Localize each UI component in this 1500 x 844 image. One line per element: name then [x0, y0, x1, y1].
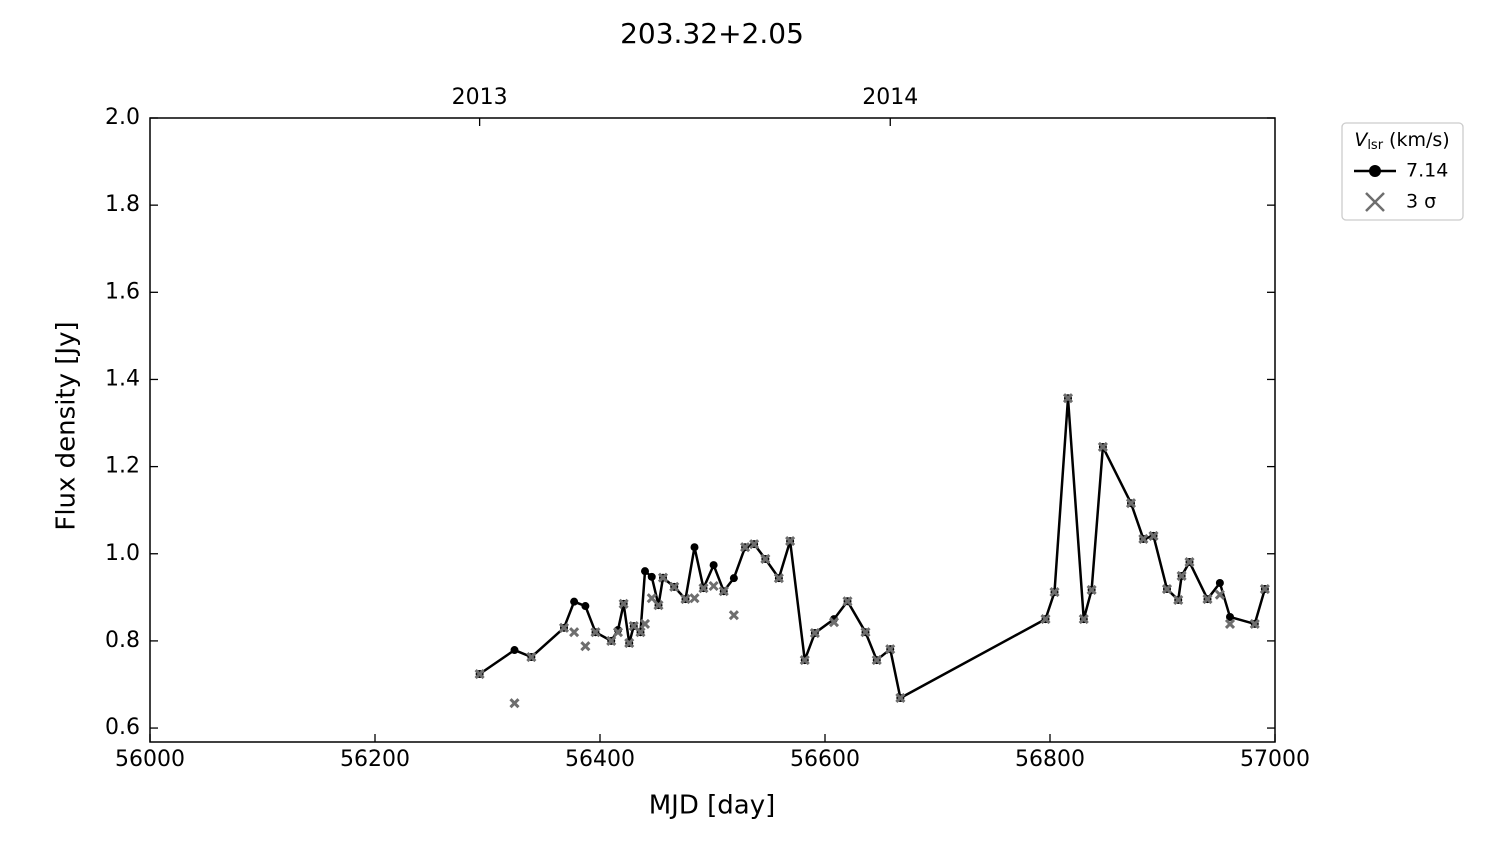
- y-tick-label: 2.0: [105, 105, 140, 130]
- sigma-marker: [773, 573, 784, 584]
- data-point: [1226, 612, 1234, 621]
- top-tick-label: 2014: [862, 85, 918, 110]
- sigma-marker: [1224, 618, 1236, 629]
- legend-marker: [1365, 192, 1385, 212]
- sigma-marker: [653, 600, 664, 611]
- data-point: [641, 567, 649, 576]
- data-point: [709, 561, 718, 570]
- x-tick-label: 56000: [115, 747, 185, 772]
- x-axis-label: MJD [day]: [649, 791, 776, 821]
- sigma-marker: [669, 581, 680, 592]
- y-tick-label: 1.0: [105, 541, 140, 566]
- y-tick-label: 1.8: [105, 192, 140, 217]
- legend-box: [1341, 122, 1464, 221]
- sigma-marker: [526, 651, 537, 663]
- sigma-marker: [580, 641, 591, 652]
- sigma-marker: [1086, 584, 1097, 595]
- sigma-marker: [828, 617, 840, 628]
- x-tick-label: 56400: [565, 747, 635, 772]
- sigma-marker: [558, 622, 570, 633]
- sigma-marker: [842, 596, 853, 607]
- legend-title-unit: (km/s): [1389, 129, 1450, 151]
- sigma-marker: [657, 572, 669, 583]
- sigma-marker: [1202, 594, 1213, 605]
- sigma-marker: [728, 610, 739, 621]
- sigma-marker: [680, 594, 691, 605]
- sigma-marker: [749, 539, 760, 550]
- sigma-marker: [635, 627, 646, 638]
- data-point: [1215, 578, 1224, 587]
- x-tick-label: 56200: [340, 747, 410, 772]
- sigma-marker: [1138, 533, 1149, 544]
- legend-label: 7.14: [1406, 160, 1448, 182]
- y-tick-label: 1.4: [105, 366, 140, 391]
- sigma-marker: [885, 644, 896, 655]
- sigma-marker: [689, 593, 700, 604]
- sigma-marker: [1125, 498, 1137, 509]
- sigma-marker: [740, 542, 751, 553]
- sigma-marker: [646, 593, 657, 604]
- sigma-marker: [785, 536, 796, 547]
- sigma-marker: [509, 698, 520, 709]
- sigma-marker: [1097, 441, 1108, 453]
- sigma-marker: [1259, 583, 1270, 595]
- sigma-marker: [1049, 587, 1060, 598]
- legend-title-symbol: V: [1354, 129, 1369, 151]
- sigma-marker: [860, 627, 871, 638]
- data-point: [581, 602, 590, 611]
- sigma-marker: [639, 618, 651, 629]
- sigma-marker: [618, 598, 629, 609]
- plot-frame: [149, 117, 1276, 743]
- data-point: [690, 543, 699, 552]
- sigma-marker: [809, 628, 820, 639]
- sigma-marker: [895, 692, 906, 704]
- sigma-marker: [624, 638, 635, 649]
- data-point: [647, 572, 656, 581]
- y-tick-label: 0.8: [105, 628, 140, 653]
- sigma-marker: [474, 668, 485, 680]
- chart-title: 203.32+2.05: [620, 17, 804, 50]
- sigma-marker: [569, 627, 580, 638]
- sigma-marker: [1214, 589, 1225, 600]
- series-line: [478, 396, 1267, 700]
- legend-title: Vlsr (km/s): [1354, 129, 1449, 153]
- data-point: [729, 574, 738, 583]
- sigma-marker: [1184, 556, 1195, 568]
- sigma-marker: [871, 655, 882, 666]
- sigma-marker: [1040, 614, 1051, 625]
- sigma-marker: [698, 583, 709, 594]
- x-tick-label: 56800: [1015, 747, 1085, 772]
- legend-marker: [1369, 165, 1381, 177]
- sigma-marker: [1176, 570, 1187, 582]
- sigma-marker: [718, 586, 729, 597]
- y-tick-label: 1.6: [105, 279, 140, 304]
- x-tick-label: 57000: [1240, 747, 1310, 772]
- data-point: [510, 646, 519, 655]
- sigma-marker: [1161, 583, 1173, 595]
- sigma-marker: [1249, 618, 1260, 629]
- y-tick-label: 1.2: [105, 454, 140, 479]
- sigma-marker: [708, 580, 719, 592]
- y-tick-label: 0.6: [105, 715, 140, 740]
- legend-title-subscript: lsr: [1367, 138, 1383, 153]
- sigma-marker: [1148, 530, 1159, 541]
- sigma-marker: [590, 627, 601, 638]
- sigma-marker: [1062, 393, 1074, 404]
- top-tick-label: 2013: [452, 85, 508, 110]
- sigma-marker: [760, 553, 771, 565]
- sigma-marker: [1078, 614, 1089, 625]
- data-point: [570, 597, 579, 606]
- y-axis-label: Flux density [Jy]: [52, 321, 82, 530]
- legend-label: 3 σ: [1406, 191, 1436, 213]
- x-tick-label: 56600: [790, 747, 860, 772]
- sigma-marker: [606, 635, 617, 646]
- sigma-marker: [612, 627, 624, 638]
- sigma-marker: [799, 655, 810, 666]
- sigma-marker: [1173, 594, 1184, 606]
